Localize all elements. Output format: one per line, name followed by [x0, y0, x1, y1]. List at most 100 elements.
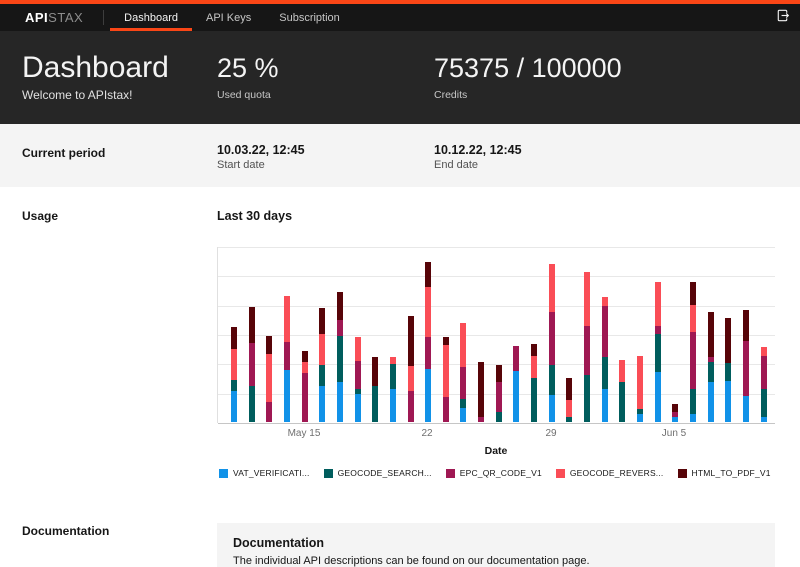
bar-segment — [655, 282, 661, 326]
stacked-bar-1 — [231, 246, 237, 422]
dashboard-header: Dashboard Welcome to APIstax! 25 % Used … — [0, 31, 800, 124]
legend-item-geocode-revers[interactable]: GEOCODE_REVERS... — [555, 468, 664, 478]
bar-segment — [602, 306, 608, 357]
x-tick-label: May 15 — [287, 428, 321, 439]
bar-segment — [372, 386, 378, 422]
bar-segment — [337, 382, 343, 422]
bar-segment — [266, 354, 272, 402]
documentation-card: Documentation The individual API descrip… — [217, 523, 775, 567]
bar-segment — [249, 386, 255, 422]
legend-item-vat-verificati[interactable]: VAT_VERIFICATI... — [219, 468, 310, 478]
bar-segment — [372, 357, 378, 386]
bar-segment — [761, 389, 767, 417]
bar-segment — [425, 337, 431, 369]
bar-segment — [655, 326, 661, 334]
bar-segment — [284, 370, 290, 422]
end-date-value: 10.12.22, 12:45 — [434, 143, 522, 157]
logo-text-primary: API — [25, 10, 49, 25]
bar-segment — [602, 389, 608, 422]
legend-item-geocode-search[interactable]: GEOCODE_SEARCH... — [323, 468, 432, 478]
bar-segment — [443, 345, 449, 397]
bar-segment — [319, 365, 325, 386]
bar-segment — [266, 336, 272, 354]
gridline — [218, 247, 775, 248]
bar-segment — [231, 391, 237, 422]
bar-segment — [390, 357, 396, 364]
stacked-bar-22 — [602, 246, 608, 422]
bar-segment — [655, 334, 661, 372]
bar-segment — [425, 369, 431, 422]
legend-swatch-icon — [445, 468, 455, 478]
bar-segment — [761, 356, 767, 389]
legend-label: VAT_VERIFICATI... — [233, 468, 310, 478]
top-nav: API STAX Dashboard API Keys Subscription — [0, 4, 800, 31]
stacked-bar-10 — [390, 246, 396, 422]
legend-item-html-to-pdf-v1[interactable]: HTML_TO_PDF_V1 — [677, 468, 771, 478]
bar-segment — [549, 365, 555, 395]
bar-segment — [637, 356, 643, 409]
stacked-bar-13 — [443, 246, 449, 422]
x-axis-line — [218, 423, 775, 424]
legend-item-epc-qr-code-v1[interactable]: EPC_QR_CODE_V1 — [445, 468, 542, 478]
stacked-bar-6 — [319, 246, 325, 422]
nav-tabs: Dashboard API Keys Subscription — [110, 4, 354, 31]
bar-segment — [337, 336, 343, 382]
bar-segment — [584, 326, 590, 375]
bar-segment — [743, 396, 749, 422]
gridline — [218, 335, 775, 336]
bar-segment — [708, 312, 714, 357]
x-axis-title: Date — [484, 445, 508, 457]
bar-segment — [337, 292, 343, 320]
current-period-section: Current period 10.03.22, 12:45 Start dat… — [0, 124, 800, 187]
bar-segment — [584, 272, 590, 326]
bar-segment — [708, 382, 714, 422]
bar-segment — [443, 397, 449, 422]
bar-segment — [231, 327, 237, 349]
stacked-bar-15 — [478, 246, 484, 422]
bar-segment — [319, 308, 325, 334]
bar-segment — [761, 347, 767, 356]
logout-button[interactable] — [765, 4, 800, 31]
bar-segment — [478, 417, 484, 422]
nav-tab-dashboard[interactable]: Dashboard — [110, 4, 192, 31]
bar-segment — [602, 297, 608, 306]
end-date-label: End date — [434, 159, 479, 171]
bar-segment — [655, 372, 661, 422]
bar-segment — [302, 362, 308, 373]
top-accent-bar — [0, 0, 800, 4]
legend-label: EPC_QR_CODE_V1 — [459, 468, 542, 478]
bar-segment — [496, 365, 502, 382]
bar-segment — [231, 349, 237, 380]
bar-segment — [337, 320, 343, 336]
page-title: Dashboard — [22, 51, 169, 84]
nav-tab-subscription[interactable]: Subscription — [279, 11, 340, 24]
apistax-logo[interactable]: API STAX — [0, 4, 97, 31]
stacked-bar-2 — [249, 246, 255, 422]
bar-segment — [319, 334, 325, 365]
bar-segment — [319, 386, 325, 422]
bar-segment — [672, 404, 678, 412]
bar-segment — [460, 367, 466, 399]
stacked-bar-18 — [531, 246, 537, 422]
bar-segment — [460, 408, 466, 422]
nav-spacer — [354, 4, 765, 31]
x-tick-label: Jun 5 — [661, 428, 687, 439]
welcome-text: Welcome to APIstax! — [22, 88, 133, 102]
bar-segment — [761, 417, 767, 422]
logo-text-secondary: STAX — [48, 10, 84, 25]
stacked-bar-21 — [584, 246, 590, 422]
stacked-bar-8 — [355, 246, 361, 422]
bar-segment — [725, 363, 731, 381]
current-period-label: Current period — [22, 146, 106, 160]
bar-segment — [390, 364, 396, 389]
bar-segment — [355, 389, 361, 394]
stacked-bar-11 — [408, 246, 414, 422]
bar-segment — [249, 307, 255, 343]
usage-chart-plot — [217, 246, 775, 424]
stacked-bar-17 — [513, 246, 519, 422]
nav-tab-api-keys[interactable]: API Keys — [206, 11, 252, 24]
stacked-bar-14 — [460, 246, 466, 422]
bar-segment — [690, 282, 696, 305]
x-tick-label: 29 — [545, 428, 557, 439]
bar-segment — [496, 382, 502, 412]
